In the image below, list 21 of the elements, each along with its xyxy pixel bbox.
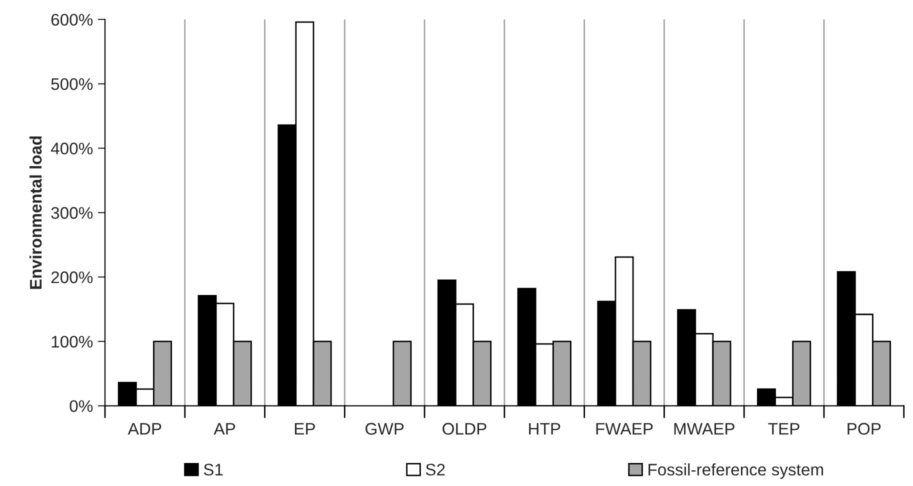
x-tick-label: AP bbox=[214, 423, 236, 435]
x-tick-label: HTP bbox=[529, 423, 560, 435]
y-tick-label: 400% bbox=[50, 142, 93, 154]
y-tick-label: 100% bbox=[52, 336, 93, 348]
legend-label: Fossil-reference system bbox=[648, 463, 824, 479]
x-tick-label: ADP bbox=[128, 423, 162, 435]
legend-label: S2 bbox=[426, 464, 445, 476]
y-axis-title: Environmental load bbox=[29, 136, 42, 289]
x-tick-label: GWP bbox=[366, 422, 404, 435]
y-tick-label: 600% bbox=[51, 14, 93, 26]
y-tick-label: 200% bbox=[51, 271, 93, 284]
y-tick-label: 0% bbox=[70, 400, 93, 412]
x-tick-label: POP bbox=[848, 422, 881, 435]
legend-label: S1 bbox=[204, 464, 223, 476]
x-tick-label: OLDP bbox=[442, 422, 486, 435]
x-tick-label: EP bbox=[294, 423, 315, 435]
x-tick-label: TEP bbox=[768, 423, 800, 435]
x-tick-label: MWAEP bbox=[674, 423, 734, 435]
y-tick-label: 300% bbox=[51, 207, 93, 219]
y-tick-label: 500% bbox=[51, 78, 93, 90]
x-tick-label: FWAEP bbox=[596, 423, 653, 435]
